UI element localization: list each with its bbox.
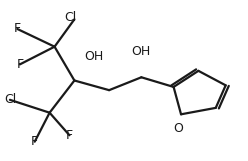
Text: O: O bbox=[174, 122, 184, 135]
Text: OH: OH bbox=[132, 45, 151, 58]
Text: F: F bbox=[14, 23, 21, 35]
Text: Cl: Cl bbox=[4, 93, 16, 106]
Text: Cl: Cl bbox=[64, 11, 77, 24]
Text: F: F bbox=[31, 135, 38, 148]
Text: F: F bbox=[66, 129, 73, 142]
Text: OH: OH bbox=[85, 50, 104, 63]
Text: F: F bbox=[16, 58, 23, 71]
